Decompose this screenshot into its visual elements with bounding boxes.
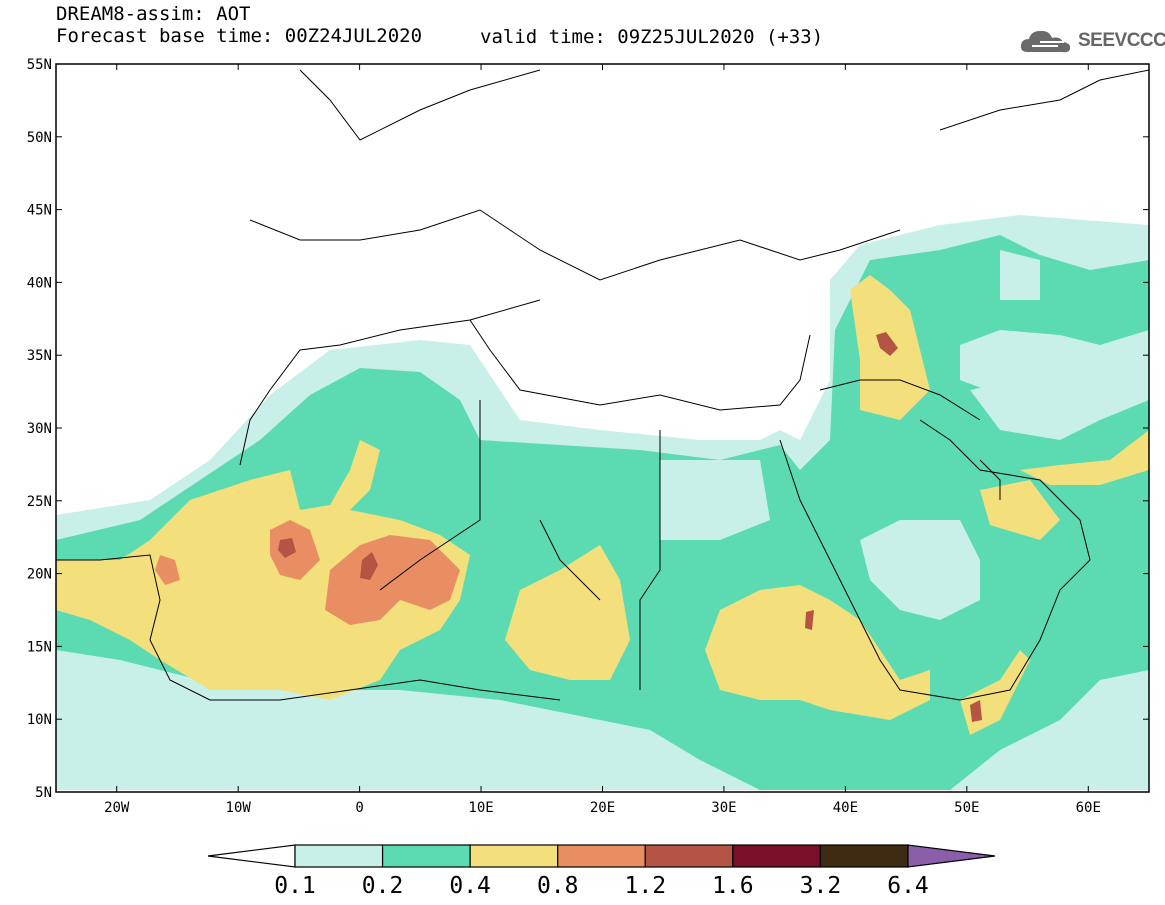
colorbar-bin — [732, 844, 822, 868]
colorbar-bin — [381, 844, 471, 868]
lon-tick-label: 60E — [1076, 800, 1101, 816]
lon-tick-label: 20E — [590, 800, 615, 816]
lat-tick-label: 45N — [27, 203, 52, 219]
colorbar-label: 3.2 — [800, 873, 842, 899]
lon-tick-label: 10E — [468, 800, 493, 816]
aot-layer-1.2 — [278, 332, 982, 722]
lon-tick-label: 50E — [954, 800, 979, 816]
colorbar-label: 0.8 — [537, 873, 579, 899]
colorbar-bin — [557, 844, 646, 868]
colorbar-label: 1.2 — [625, 873, 667, 899]
valid-time: valid time: 09Z25JUL2020 (+33) — [480, 26, 824, 48]
cloud-icon — [1020, 30, 1071, 53]
aot-layer-0.1-patches — [660, 250, 1100, 620]
colorbar-label: 0.2 — [362, 873, 404, 899]
logo-text: SEEVCCC — [1078, 30, 1165, 51]
seevccc-logo: SEEVCCC — [1018, 26, 1165, 56]
lon-tick-label: 30E — [711, 800, 736, 816]
map-title: DREAM8-assim: AOT — [56, 3, 251, 25]
lat-tick-label: 10N — [27, 712, 52, 728]
colorbar: 0.1 0.2 0.4 0.8 1.2 1.6 3.2 6.4 — [207, 844, 996, 899]
lon-tick-label: 20W — [104, 800, 130, 816]
lat-tick-label: 50N — [27, 130, 52, 146]
colorbar-bin — [294, 844, 384, 868]
colorbar-label: 1.6 — [712, 873, 754, 899]
colorbar-bin — [644, 844, 734, 868]
colorbar-bin — [819, 844, 909, 868]
colorbar-label: 0.1 — [274, 873, 316, 899]
lat-tick-label: 30N — [27, 421, 52, 437]
lat-tick-label: 5N — [35, 785, 52, 801]
colorbar-label: 0.4 — [449, 873, 491, 899]
coastlines — [56, 69, 1149, 701]
forecast-base-time: Forecast base time: 00Z24JUL2020 — [56, 25, 423, 47]
colorbar-bin — [469, 844, 559, 868]
aot-fields — [56, 215, 1149, 790]
lat-tick-label: 40N — [27, 275, 52, 291]
lat-tick-label: 15N — [27, 639, 52, 655]
lat-tick-label: 25N — [27, 494, 52, 510]
lat-tick-label: 20N — [27, 567, 52, 583]
colorbar-label: 6.4 — [887, 873, 929, 899]
lat-tick-label: 55N — [27, 57, 52, 73]
latitude-axis: 5N 10N 15N 20N 25N 30N 35N 40N 45N 50N 55N — [27, 57, 1149, 801]
longitude-axis: 20W 10W 0 10E 20E 30E 40E 50E 60E — [104, 64, 1101, 816]
colorbar-above-triangle — [907, 844, 996, 868]
lon-tick-label: 40E — [833, 800, 858, 816]
lon-tick-label: 0 — [355, 800, 363, 816]
lon-tick-label: 10W — [226, 800, 252, 816]
colorbar-below-triangle — [207, 844, 296, 868]
lat-tick-label: 35N — [27, 348, 52, 364]
